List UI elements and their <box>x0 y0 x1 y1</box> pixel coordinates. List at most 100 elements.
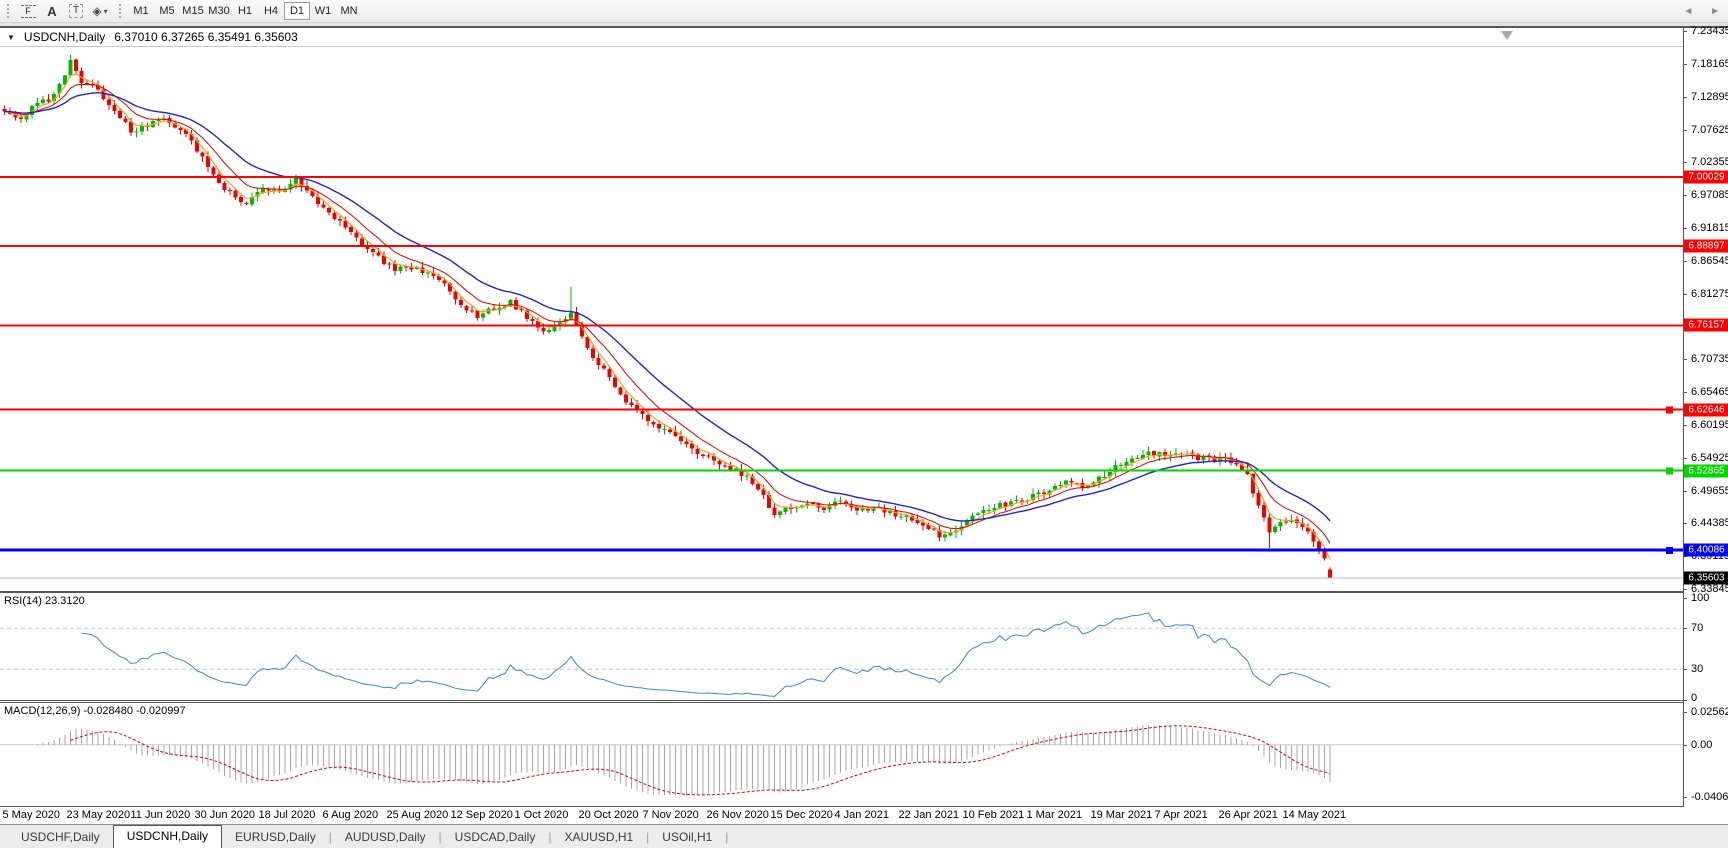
date-label: 19 Mar 2021 <box>1090 809 1153 821</box>
panel-divider <box>0 806 1728 807</box>
chart-tabs-bar: USDCHF,Daily USDCNH,Daily EURUSD,Daily | AUD… <box>0 824 1728 848</box>
date-label: 26 Apr 2021 <box>1218 809 1278 821</box>
text-tool-button[interactable]: A <box>42 2 62 21</box>
axis-tickmark <box>1684 96 1687 98</box>
price-tick-label: 6.86545 <box>1691 254 1728 267</box>
rsi-tick-label: 100 <box>1691 592 1710 604</box>
price-line-badge: 6.62646 <box>1684 403 1728 417</box>
axis-tickmark <box>1684 260 1687 262</box>
timeframe-button-M15[interactable]: M15 <box>180 2 206 20</box>
price-chart-canvas[interactable] <box>0 28 1683 591</box>
date-label: 25 Aug 2020 <box>386 809 449 821</box>
date-label: 7 Nov 2020 <box>642 809 699 821</box>
rsi-canvas[interactable] <box>0 593 1683 700</box>
chart-tab-usoil[interactable]: USOil,H1 <box>662 830 713 844</box>
timeframe-button-M5[interactable]: M5 <box>154 2 180 20</box>
axis-tickmark <box>1684 293 1687 295</box>
chart-title-bar[interactable]: ▼ USDCNH,Daily 6.37010 6.37265 6.35491 6… <box>0 28 1683 47</box>
axis-tickmark <box>1684 392 1687 393</box>
macd-tick-label: 0.00 <box>1691 738 1713 751</box>
price-line-badge: 6.88897 <box>1684 239 1728 253</box>
price-line-badge: 6.52865 <box>1684 464 1728 477</box>
timeframe-button-M30[interactable]: M30 <box>206 2 232 20</box>
date-label: 26 Nov 2020 <box>706 809 769 821</box>
timeframe-button-MN[interactable]: MN <box>336 2 362 20</box>
price-tick-label: 7.12895 <box>1691 90 1728 103</box>
chart-tab-usdcad[interactable]: USDCAD,Daily <box>454 830 536 844</box>
axis-tickmark <box>1684 457 1687 459</box>
text-tool-icon: A <box>47 3 57 19</box>
toolbar: F A T ◈ ▾ M1 M5 M15 M30 H1 H4 D1 W1 MN <box>0 0 1728 23</box>
arrows-tool-button[interactable]: ◈ ▾ <box>90 2 110 21</box>
macd-label: MACD(12,26,9) -0.028480 -0.020997 <box>4 705 186 717</box>
chart-tab-xauusd[interactable]: XAUUSD,H1 <box>564 830 634 844</box>
axis-tickmark <box>1684 129 1687 131</box>
price-tick-label: 7.18165 <box>1691 57 1728 70</box>
timeframe-button-H4[interactable]: H4 <box>258 2 284 20</box>
rsi-tick-label: 30 <box>1691 663 1704 676</box>
timeframe-button-M1[interactable]: M1 <box>128 2 154 20</box>
timeframe-toolbar: M1 M5 M15 M30 H1 H4 D1 W1 MN <box>128 2 362 20</box>
chart-symbol-title: USDCNH,Daily <box>23 30 106 44</box>
price-tick-label: 6.91815 <box>1691 221 1728 234</box>
fibonacci-tool-button[interactable]: F <box>18 2 38 21</box>
rsi-tick-label: 0 <box>1691 692 1698 704</box>
textlabel-tool-icon: T <box>68 4 84 18</box>
price-axis[interactable]: 7.23435 7.18165 7.12895 7.07625 7.02355 6.970… <box>1683 25 1728 807</box>
axis-tickmark <box>1684 744 1687 746</box>
panel-divider[interactable] <box>0 700 1728 703</box>
tab-scroll-left-icon[interactable]: ◄ <box>1683 6 1694 17</box>
rsi-tick-label: 70 <box>1691 622 1704 635</box>
date-label: 1 Oct 2020 <box>514 809 569 821</box>
chart-ohlc-quotes: 6.37010 6.37265 6.35491 6.35603 <box>114 30 298 44</box>
chart-tab-usdcnh[interactable]: USDCNH,Daily <box>112 825 223 848</box>
current-price-badge: 6.35603 <box>1684 571 1728 585</box>
rsi-label: RSI(14) 23.3120 <box>4 595 85 607</box>
price-line-badge: 6.76157 <box>1684 318 1728 332</box>
time-axis[interactable]: 5 May 2020 23 May 2020 11 Jun 2020 30 Jun 2… <box>0 807 1728 824</box>
price-tick-label: 7.07625 <box>1691 123 1728 136</box>
axis-tickmark <box>1684 597 1687 599</box>
textlabel-tool-button[interactable]: T <box>66 2 86 21</box>
macd-tick-label: -0.040687 <box>1691 791 1728 803</box>
date-label: 15 Dec 2020 <box>770 809 833 821</box>
axis-tickmark <box>1684 359 1687 361</box>
date-label: 23 May 2020 <box>66 809 131 821</box>
price-tick-label: 7.23435 <box>1691 25 1728 37</box>
tab-separator: | <box>725 830 729 844</box>
axis-tickmark <box>1684 63 1687 65</box>
timeframe-button-H1[interactable]: H1 <box>232 2 258 20</box>
axis-tickmark <box>1684 490 1687 492</box>
window-menu-icon[interactable]: ▼ <box>7 32 15 42</box>
date-label: 12 Sep 2020 <box>450 809 513 821</box>
macd-tick-label: 0.025623 <box>1691 706 1728 718</box>
tab-separator: | <box>646 830 650 844</box>
axis-tickmark <box>1684 628 1687 630</box>
tab-scroll-arrows: ◄ ► <box>1669 6 1720 17</box>
arrows-dropdown-icon[interactable]: ▾ <box>103 6 108 16</box>
timeframe-button-W1[interactable]: W1 <box>310 2 336 20</box>
price-tick-label: 6.70735 <box>1691 353 1728 366</box>
axis-tickmark <box>1684 523 1687 525</box>
toolbar-grip[interactable] <box>7 4 9 18</box>
axis-tickmark <box>1684 195 1687 197</box>
tab-separator: | <box>438 830 442 844</box>
chart-tab-usdchf[interactable]: USDCHF,Daily <box>21 830 100 844</box>
price-tick-label: 6.49655 <box>1691 484 1728 497</box>
chart-tab-eurusd[interactable]: EURUSD,Daily <box>235 830 316 844</box>
arrows-tool-icon: ◈ <box>92 4 102 18</box>
drawing-tools-group: F A T ◈ ▾ <box>16 2 112 21</box>
axis-tickmark <box>1684 424 1687 426</box>
timeframe-button-D1[interactable]: D1 <box>284 2 310 20</box>
date-label: 10 Feb 2021 <box>962 809 1025 821</box>
fibonacci-tool-icon: F <box>20 4 36 18</box>
chart-shift-icon[interactable] <box>1501 31 1513 40</box>
chart-tab-audusd[interactable]: AUDUSD,Daily <box>344 830 426 844</box>
date-label: 6 Aug 2020 <box>322 809 379 821</box>
date-label: 7 Apr 2021 <box>1154 809 1208 821</box>
macd-canvas[interactable] <box>0 703 1683 806</box>
tab-scroll-right-icon[interactable]: ► <box>1710 6 1720 17</box>
panel-divider[interactable] <box>0 591 1728 593</box>
toolbar-separator <box>119 4 121 18</box>
